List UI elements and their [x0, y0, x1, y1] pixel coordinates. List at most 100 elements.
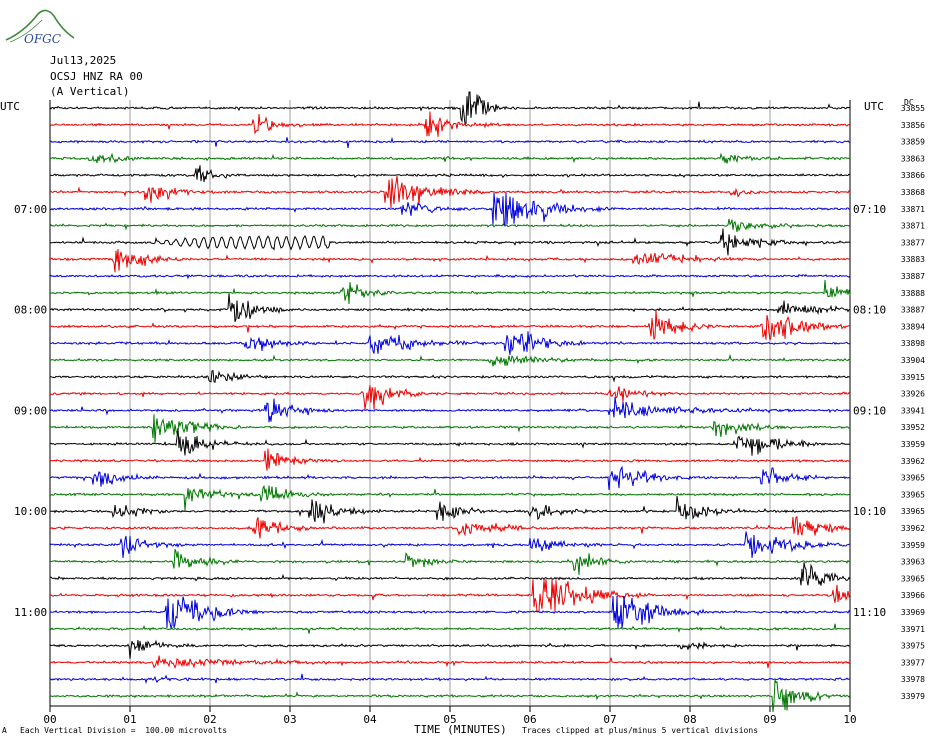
trace-line [49, 595, 851, 630]
trace-line [49, 385, 851, 410]
trace-line [49, 369, 851, 383]
trace-line [49, 111, 851, 137]
scale-note: Each Vertical Division = 100.00 microvol… [20, 726, 228, 735]
right-time-label: 09:10 [853, 404, 886, 417]
trace-line [49, 562, 851, 586]
trace-value-label: 33978 [901, 675, 925, 684]
trace-line [49, 679, 851, 713]
trace-line [49, 414, 851, 443]
component-label: (A Vertical) [50, 85, 130, 98]
trace-value-label: 33904 [901, 356, 925, 365]
trace-value-label: 33868 [901, 188, 925, 197]
trace-line [49, 623, 851, 634]
trace-value-label: 33969 [901, 608, 925, 617]
trace-line [49, 549, 851, 575]
trace-line [49, 280, 851, 305]
trace-value-label: 33975 [901, 642, 925, 651]
x-tick-label: 09 [763, 713, 776, 726]
trace-line [49, 175, 851, 209]
trace-value-label: 33965 [901, 574, 925, 583]
trace-line [49, 353, 851, 367]
x-tick-label: 01 [123, 713, 136, 726]
trace-value-label: 33971 [901, 625, 925, 634]
left-time-label: 09:00 [14, 404, 47, 417]
clip-note: Traces clipped at plus/minus 5 vertical … [522, 726, 759, 735]
trace-value-label: 33959 [901, 440, 925, 449]
trace-value-label: 33941 [901, 406, 925, 415]
left-time-label: 11:00 [14, 606, 47, 619]
left-time-label: 08:00 [14, 304, 47, 317]
trace-value-label: 33959 [901, 541, 925, 550]
trace-line [49, 152, 851, 164]
trace-line [50, 448, 850, 471]
trace-line [49, 331, 851, 355]
trace-value-label: 33887 [901, 272, 925, 281]
left-time-label: 07:00 [14, 203, 47, 216]
trace-line [49, 655, 851, 670]
trace-line [49, 248, 851, 273]
corner-mark: A [2, 726, 7, 735]
trace-value-label: 33965 [901, 490, 925, 499]
trace-line [49, 218, 851, 232]
x-tick-label: 06 [523, 713, 536, 726]
left-time-label: 10:00 [14, 505, 47, 518]
left-timezone-label: UTC [0, 100, 20, 113]
trace-line [49, 273, 851, 280]
trace-line [49, 310, 851, 341]
trace-line [49, 397, 851, 423]
trace-value-label: 33977 [901, 658, 925, 667]
trace-value-label: 33979 [901, 692, 925, 701]
right-timezone-label: UTC [864, 100, 884, 113]
trace-value-label: 33926 [901, 390, 925, 399]
right-time-label: 07:10 [853, 203, 886, 216]
x-axis-label: TIME (MINUTES) [414, 723, 507, 736]
ofgc-logo-icon: OFGC [5, 9, 75, 46]
trace-line [49, 639, 851, 659]
trace-value-label: 33894 [901, 322, 925, 331]
x-tick-label: 03 [283, 713, 296, 726]
x-tick-label: 04 [363, 713, 377, 726]
trace-value-label: 33863 [901, 154, 925, 163]
trace-value-label: 33883 [901, 255, 925, 264]
trace-line [49, 293, 851, 322]
trace-line [50, 165, 851, 182]
x-tick-label: 07 [603, 713, 616, 726]
trace-value-label: 33962 [901, 524, 925, 533]
trace-value-label: 33871 [901, 222, 925, 231]
trace-line [49, 136, 851, 148]
trace-line [49, 484, 851, 511]
trace-value-label: 33888 [901, 289, 925, 298]
right-time-label: 10:10 [853, 505, 886, 518]
station-code: OCSJ HNZ RA 00 [50, 70, 143, 83]
trace-line [49, 192, 851, 226]
trace-value-label: 33866 [901, 171, 925, 180]
right-time-label: 11:10 [853, 606, 886, 619]
trace-line [49, 228, 851, 256]
trace-line [49, 531, 851, 559]
trace-value-label: 33877 [901, 238, 925, 247]
scale-tag: DC [904, 98, 914, 107]
trace-line [49, 495, 851, 524]
trace-value-label: 33856 [901, 121, 925, 130]
trace-value-label: 33915 [901, 373, 925, 382]
chart-date: Jul13,2025 [50, 54, 117, 67]
x-tick-label: 05 [443, 713, 456, 726]
trace-line [49, 516, 851, 539]
trace-line [49, 579, 851, 612]
trace-value-label: 33887 [901, 306, 925, 315]
trace-value-label: 33965 [901, 474, 925, 483]
trace-line [49, 91, 851, 125]
trace-line [49, 673, 851, 684]
x-tick-label: 02 [203, 713, 216, 726]
logo-text: OFGC [24, 32, 61, 46]
trace-line [50, 428, 851, 456]
trace-value-label: 33966 [901, 591, 925, 600]
trace-value-label: 33965 [901, 507, 925, 516]
trace-value-label: 33962 [901, 457, 925, 466]
x-tick-label: 08 [683, 713, 696, 726]
x-tick-label: 10 [843, 713, 856, 726]
right-time-label: 08:10 [853, 304, 886, 317]
trace-value-label: 33855 [901, 104, 925, 113]
x-tick-label: 00 [43, 713, 56, 726]
